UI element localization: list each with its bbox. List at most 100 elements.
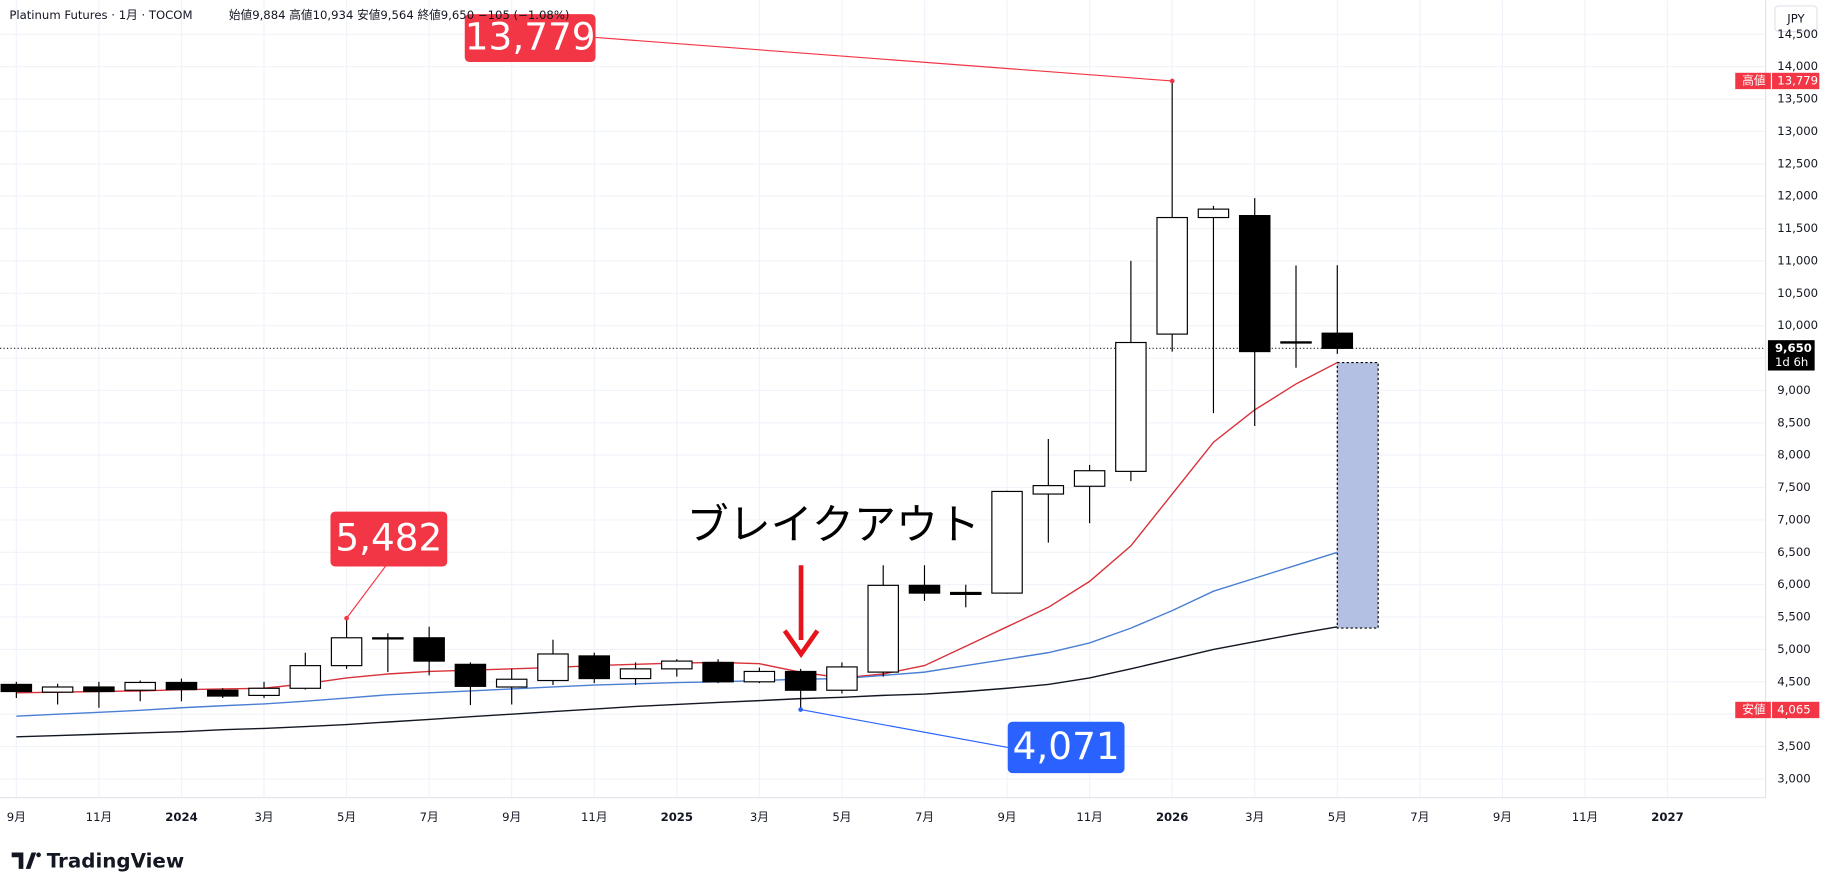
candle-body — [950, 591, 982, 595]
annotation-box — [1007, 721, 1125, 774]
brand: TradingView — [47, 849, 184, 872]
currency[interactable]: JPY — [1786, 11, 1805, 25]
candle-body — [702, 661, 734, 683]
annotation-point — [344, 615, 349, 621]
candle-body — [784, 670, 817, 691]
candle-body — [867, 584, 899, 673]
x-tick-label: 7月 — [1410, 810, 1429, 824]
annotation-label: 5,482 — [335, 516, 442, 560]
y-tick-label: 7,000 — [1777, 512, 1810, 526]
candle-body — [1032, 485, 1065, 495]
plot: 13,779 5,482 4,071 — [0, 14, 1766, 774]
candle-body — [661, 660, 693, 670]
annotation-leader — [800, 709, 1008, 749]
candle-body — [41, 686, 74, 693]
x-tick-label: 9月 — [1493, 810, 1512, 824]
y-tick-label: 13,000 — [1777, 124, 1818, 138]
candle-body — [826, 666, 858, 691]
candle-body — [578, 655, 611, 680]
y-tick-label: 12,500 — [1777, 156, 1818, 170]
annotation-leader — [595, 36, 1173, 82]
candle-body — [991, 490, 1023, 594]
candle-body — [248, 687, 280, 696]
candle-body — [495, 678, 528, 688]
breakout-label: ブレイクアウト — [687, 500, 980, 549]
x-tick-label: 2026 — [1156, 810, 1188, 824]
grid — [0, 0, 1766, 798]
candle-body — [289, 665, 322, 689]
y-tick-label: 10,500 — [1777, 286, 1818, 300]
y-tick-label: 10,000 — [1777, 318, 1818, 332]
y-tick-label: 5,500 — [1777, 610, 1810, 624]
price-tag-name: 高値 — [1742, 73, 1766, 87]
annotation-label: 13,779 — [465, 15, 596, 59]
y-tick-label: 12,000 — [1777, 189, 1818, 203]
y-tick-label: 13,500 — [1777, 92, 1818, 106]
y-tick-label: 6,500 — [1777, 545, 1810, 559]
brand-logo: TradingView — [11, 849, 184, 872]
x-tick-label: 3月 — [750, 810, 769, 824]
x-tick-label: 7月 — [915, 810, 934, 824]
y-tick-label: 8,000 — [1777, 448, 1810, 462]
y-tick-label: 9,000 — [1777, 383, 1810, 397]
candle-body — [1156, 216, 1188, 335]
breakout-arrow-head — [782, 629, 820, 659]
y-tick-label: 4,500 — [1777, 674, 1810, 688]
x-tick-label: 11月 — [1076, 810, 1103, 824]
candle-body — [1197, 208, 1230, 219]
x-tick-label: 11月 — [86, 810, 113, 824]
y-tick-label: 5,000 — [1777, 642, 1810, 656]
candle-body — [0, 683, 33, 693]
annotation-leader — [346, 566, 386, 619]
last-price-tag — [1767, 340, 1815, 371]
y-tick-label: 14,500 — [1777, 27, 1818, 41]
logo-icon — [11, 852, 41, 869]
range-box — [1336, 362, 1379, 629]
annotation-label: 4,071 — [1013, 724, 1120, 768]
candle-body — [165, 681, 198, 691]
candle-body — [1238, 215, 1271, 353]
y-tick-label: 6,000 — [1777, 577, 1810, 591]
y-tick-label: 11,500 — [1777, 221, 1818, 235]
annotation-point — [798, 707, 803, 712]
x-tick-label: 2027 — [1651, 810, 1683, 824]
x-tick-label: 3月 — [254, 810, 273, 824]
header-values: 始値9,884 高値10,934 安値9,564 終値9,650 −105 (−… — [229, 8, 570, 22]
candle-body — [1321, 332, 1354, 349]
price-tag — [1735, 701, 1820, 719]
last-price-label: 9,650 — [1775, 341, 1812, 355]
x-tick-label: 9月 — [998, 810, 1017, 824]
y-tick-label: 3,500 — [1777, 739, 1810, 753]
ma-line — [16, 626, 1338, 738]
y-tick-label: 8,500 — [1777, 415, 1810, 429]
candle-body — [124, 681, 156, 691]
price-tag — [1735, 72, 1820, 90]
currency-button[interactable] — [1774, 5, 1818, 33]
y-tick-label: 7,500 — [1777, 480, 1810, 494]
x-tick-label: 3月 — [1245, 810, 1264, 824]
candle-body — [372, 637, 404, 640]
x-tick-label: 9月 — [7, 810, 26, 824]
x-tick-label: 11月 — [581, 810, 608, 824]
x-tick-label: 5月 — [337, 810, 356, 824]
annotation-box — [330, 511, 448, 567]
candle-body — [330, 637, 363, 667]
candle-body — [1115, 341, 1147, 472]
price-tag-value: 4,065 — [1777, 702, 1810, 716]
price-tag-value: 13,779 — [1777, 73, 1818, 87]
countdown: 1d 6h — [1775, 355, 1808, 369]
y-tick-label: 3,000 — [1777, 771, 1810, 785]
candle-body — [619, 668, 652, 680]
candle-body — [454, 663, 487, 687]
x-tick-label: 5月 — [832, 810, 851, 824]
candle-body — [908, 584, 941, 594]
ma-line — [16, 551, 1338, 717]
x-tick-label: 9月 — [502, 810, 521, 824]
candle-body — [1280, 341, 1312, 344]
candle-body — [1073, 470, 1106, 487]
x-tick-label: 11月 — [1572, 810, 1599, 824]
candle-body — [83, 686, 115, 693]
price-tag-name: 安値 — [1742, 702, 1766, 716]
